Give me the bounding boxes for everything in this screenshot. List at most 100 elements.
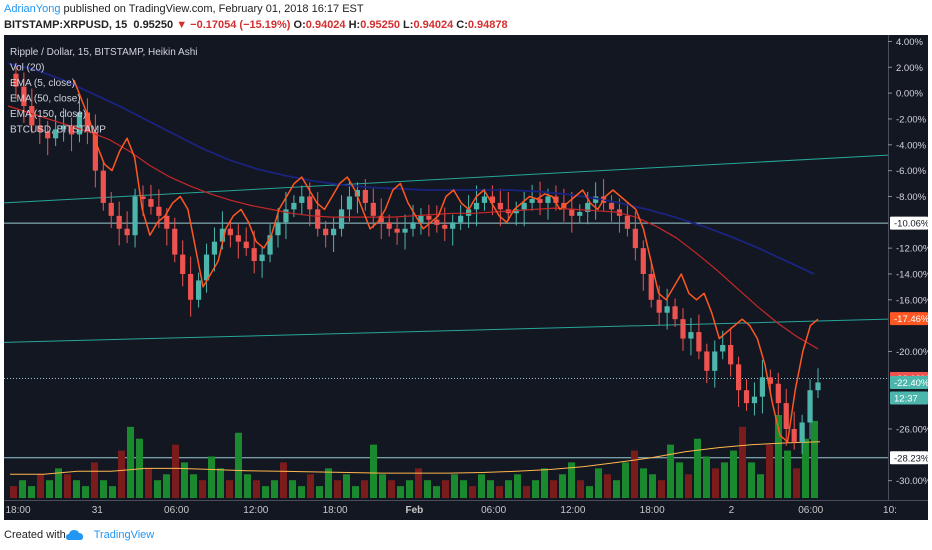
- candle-body: [458, 215, 464, 223]
- candle-body: [426, 215, 432, 220]
- candle-body: [315, 209, 321, 229]
- volume-bar: [406, 480, 413, 498]
- candle-body: [521, 202, 527, 210]
- candle-body: [648, 273, 654, 300]
- volume-bar: [325, 468, 332, 498]
- legend-item: EMA (150, close): [10, 109, 86, 120]
- y-tick-label: -20.00%: [896, 347, 928, 358]
- candle-body: [68, 125, 75, 135]
- y-axis-panel: [888, 35, 928, 500]
- candle-body: [402, 228, 408, 233]
- volume-bar: [658, 480, 665, 498]
- legend-item: BTCUSD, BITSTAMP: [10, 125, 106, 136]
- volume-bar: [154, 480, 161, 498]
- y-tick-label: -4.00%: [896, 140, 927, 151]
- candle-body: [291, 202, 297, 210]
- candle-body: [743, 390, 750, 404]
- open-label: O:: [293, 19, 306, 31]
- candle-body: [211, 241, 218, 255]
- y-tick-label: -12.00%: [896, 244, 928, 255]
- volume-bar: [370, 444, 377, 498]
- down-arrow-icon: ▼: [176, 19, 188, 31]
- volume-bar: [388, 480, 395, 498]
- y-tick-label: -30.00%: [896, 476, 928, 487]
- x-tick-label: 06:00: [164, 505, 189, 516]
- price-marker: [890, 375, 928, 389]
- candle-body: [664, 306, 670, 313]
- candle-body: [60, 125, 67, 130]
- price-marker-label: -28.23%: [894, 453, 928, 464]
- volume-bar: [784, 450, 791, 498]
- candle-body: [569, 209, 575, 216]
- candle-body: [728, 345, 734, 365]
- low-label: L:: [403, 19, 414, 31]
- volume-bar: [640, 468, 647, 498]
- candle-body: [203, 254, 210, 281]
- candle-body: [799, 422, 805, 442]
- chart-header: AdrianYong published on TradingView.com,…: [0, 0, 932, 32]
- y-tick-label: -14.00%: [896, 269, 928, 280]
- candle-body: [735, 364, 742, 391]
- volume-bar: [10, 486, 17, 498]
- volume-bar: [379, 474, 386, 498]
- candle-body: [783, 403, 789, 429]
- last-price: 0.95250: [133, 19, 174, 31]
- x-tick-label: 06:00: [481, 505, 506, 516]
- tradingview-link[interactable]: TradingView: [93, 529, 155, 541]
- candle-body: [465, 209, 472, 216]
- volume-bar: [307, 474, 314, 498]
- candle-body: [100, 170, 106, 203]
- volume-bar: [442, 480, 449, 498]
- volume-bar: [415, 468, 422, 498]
- volume-bar: [163, 474, 170, 498]
- volume-bar: [478, 474, 485, 498]
- close-value: 0.94878: [467, 19, 508, 31]
- volume-bar: [649, 474, 656, 498]
- volume-bar: [253, 480, 260, 498]
- candle-body: [37, 125, 43, 132]
- volume-bar: [127, 426, 134, 498]
- candle-body: [156, 206, 162, 216]
- volume-bar: [748, 462, 755, 498]
- x-tick-label: 18:00: [5, 505, 30, 516]
- volume-bar: [244, 474, 251, 498]
- volume-bar: [577, 480, 584, 498]
- candle-body: [791, 428, 797, 442]
- price-chart[interactable]: 18:00 31 06:00 12:00 18:00 Feb 06:00 12:00 18:00…: [4, 35, 928, 520]
- candle-body: [481, 196, 488, 203]
- volume-bar: [37, 474, 44, 498]
- candle-body: [362, 190, 368, 203]
- author-link[interactable]: AdrianYong: [4, 3, 61, 15]
- x-tick-label: 18:00: [640, 505, 665, 516]
- volume-bar: [55, 468, 62, 498]
- volume-bar: [568, 462, 575, 498]
- candle-body: [164, 215, 170, 229]
- trend-line: [4, 318, 889, 343]
- candle-body: [307, 196, 313, 210]
- candle-body: [489, 196, 496, 203]
- price-marker: [890, 451, 928, 465]
- y-tick-label: -2.00%: [896, 114, 927, 125]
- volume-bar: [676, 462, 683, 498]
- volume-bar: [505, 480, 512, 498]
- volume-bar: [469, 486, 476, 498]
- chart-area[interactable]: 18:00 31 06:00 12:00 18:00 Feb 06:00 12:00 18:00…: [4, 35, 928, 520]
- candle-body: [585, 202, 591, 212]
- volume-bar: [433, 486, 440, 498]
- price-marker: [890, 391, 928, 405]
- candle-body: [720, 345, 726, 352]
- candle-body: [76, 112, 83, 135]
- candle-body: [593, 196, 599, 203]
- volume-bar: [397, 486, 404, 498]
- volume-bar: [694, 438, 701, 498]
- volume-bar: [109, 486, 116, 498]
- candle-body: [545, 196, 551, 203]
- volume-bar: [811, 420, 818, 498]
- volume-bar: [613, 480, 620, 498]
- volume-bar: [136, 438, 143, 498]
- volume-bar: [46, 480, 53, 498]
- created-with-text: Created with TradingView: [4, 529, 154, 541]
- legend-item: Vol (20): [10, 63, 44, 74]
- candle-body: [180, 254, 186, 274]
- candle-body: [338, 209, 345, 229]
